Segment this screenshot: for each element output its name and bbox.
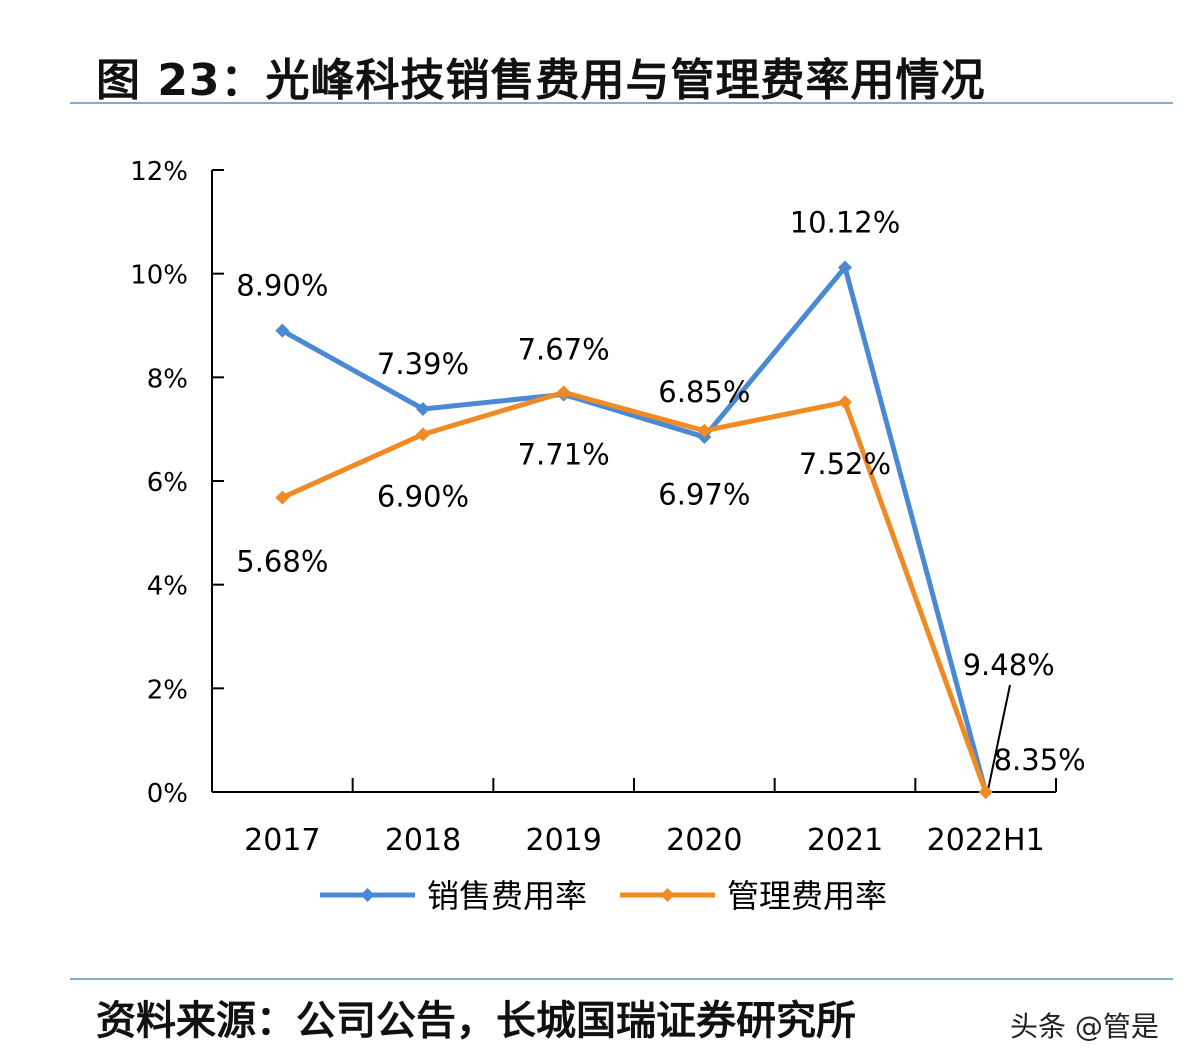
y-tick-label: 10%	[130, 261, 188, 291]
data-point-marker	[416, 401, 430, 416]
x-tick-label: 2022H1	[927, 823, 1045, 858]
data-label: 10.12%	[790, 205, 901, 239]
x-tick-label: 2021	[807, 823, 883, 858]
x-tick-label: 2020	[666, 823, 742, 858]
legend-item: 管理费用率	[620, 877, 887, 915]
series-admin-expense-rate: 5.68% 6.90% 7.71% 6.97% 7.52% 8.35%	[236, 385, 1086, 799]
series-line	[281, 264, 989, 793]
line-chart: 0% 2% 4% 6% 8% 10% 12% 2017 2018 2019 2020 2021 2022…	[130, 157, 1086, 915]
data-label: 5.68%	[236, 545, 328, 579]
data-point-marker	[275, 323, 290, 338]
data-point-marker	[556, 385, 571, 400]
data-point-marker	[275, 490, 290, 505]
source-note: 资料来源：公司公告，长城国瑞证券研究所	[96, 998, 856, 1044]
legend-marker	[660, 888, 675, 902]
y-tick-label: 0%	[147, 779, 188, 809]
figure-title: 图 23：光峰科技销售费用与管理费率用情况	[96, 55, 986, 106]
legend-marker	[360, 888, 375, 902]
y-tick-label: 6%	[147, 468, 188, 498]
data-label: 8.35%	[994, 743, 1086, 777]
data-label: 7.67%	[518, 332, 610, 366]
source-divider	[70, 978, 1173, 980]
legend-item: 销售费用率	[320, 877, 587, 915]
y-tick-label: 12%	[130, 157, 188, 187]
data-point-marker	[838, 395, 852, 410]
y-tick-label: 2%	[147, 675, 188, 705]
data-point-marker	[697, 423, 712, 438]
data-label: 9.48%	[963, 648, 1055, 682]
watermark: 头条 @管是	[1010, 1010, 1159, 1043]
y-tick-label: 4%	[147, 572, 188, 602]
label-leader-line	[987, 684, 1011, 791]
data-label: 8.90%	[236, 269, 328, 303]
legend-label: 销售费用率	[427, 877, 587, 915]
data-label: 6.90%	[377, 479, 469, 513]
series-line	[281, 389, 989, 793]
y-tick-label: 8%	[147, 364, 188, 394]
x-tick-label: 2017	[244, 823, 320, 858]
data-label: 7.52%	[799, 447, 891, 481]
data-label: 6.97%	[658, 478, 750, 512]
data-point-marker	[416, 427, 430, 442]
data-point-marker	[838, 260, 852, 275]
x-tick-label: 2019	[525, 823, 601, 858]
data-label: 6.85%	[658, 375, 750, 409]
series-sales-expense-rate: 8.90% 7.39% 7.67% 6.85% 10.12% 9.48%	[236, 205, 1055, 799]
x-tick-label: 2018	[385, 823, 461, 858]
legend-label: 管理费用率	[727, 877, 887, 915]
title-divider	[70, 102, 1173, 104]
data-label: 7.71%	[518, 437, 610, 471]
data-label: 7.39%	[377, 347, 469, 381]
data-point-marker	[978, 785, 993, 799]
